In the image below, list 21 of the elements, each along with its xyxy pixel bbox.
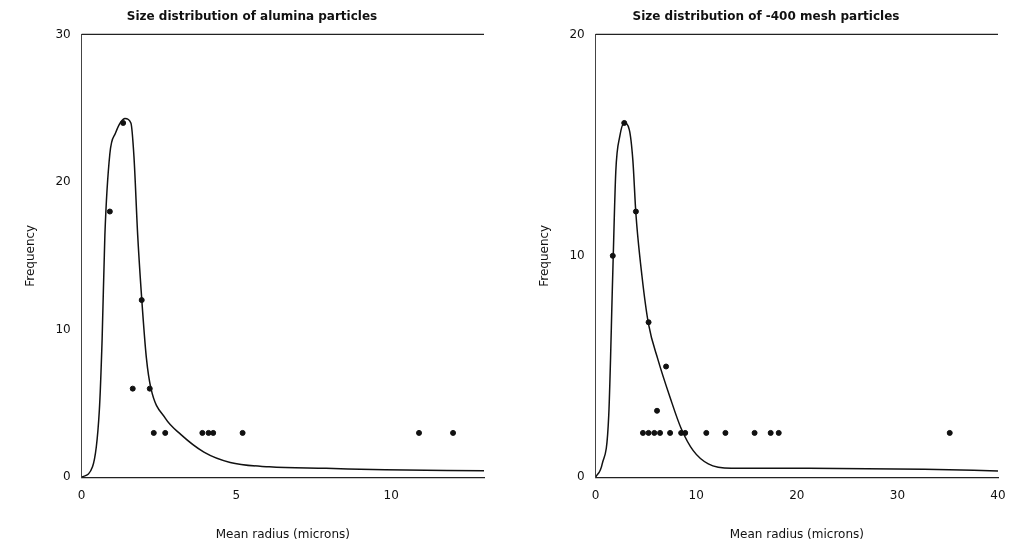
x-tick-label: 5 (232, 487, 241, 502)
x-tick-label: 0 (591, 487, 600, 502)
y-tick-label: 0 (63, 469, 71, 484)
x-axis-title: Mean radius (microns) (215, 526, 350, 541)
y-axis-title: Frequency (537, 224, 552, 287)
y-tick-label: 20 (55, 174, 71, 189)
y-axis-title: Frequency (23, 224, 38, 287)
y-tick-label: 0 (577, 469, 585, 484)
x-tick-label: 10 (688, 487, 704, 502)
x-tick-label: 20 (789, 487, 805, 502)
x-tick-label: 10 (383, 487, 399, 502)
y-tick-label: 30 (55, 26, 71, 41)
x-tick-label: 30 (889, 487, 906, 502)
x-tick-label: 40 (990, 487, 1006, 502)
y-tick-label: 10 (569, 247, 585, 262)
chart-title: Size distribution of alumina particles (126, 9, 378, 24)
y-tick-label: 20 (569, 26, 585, 41)
y-tick-label: 10 (55, 321, 71, 336)
x-axis-title: Mean radius (microns) (729, 526, 864, 541)
x-tick-label: 0 (77, 487, 86, 502)
chart-title: Size distribution of -400 mesh particles (632, 9, 900, 24)
